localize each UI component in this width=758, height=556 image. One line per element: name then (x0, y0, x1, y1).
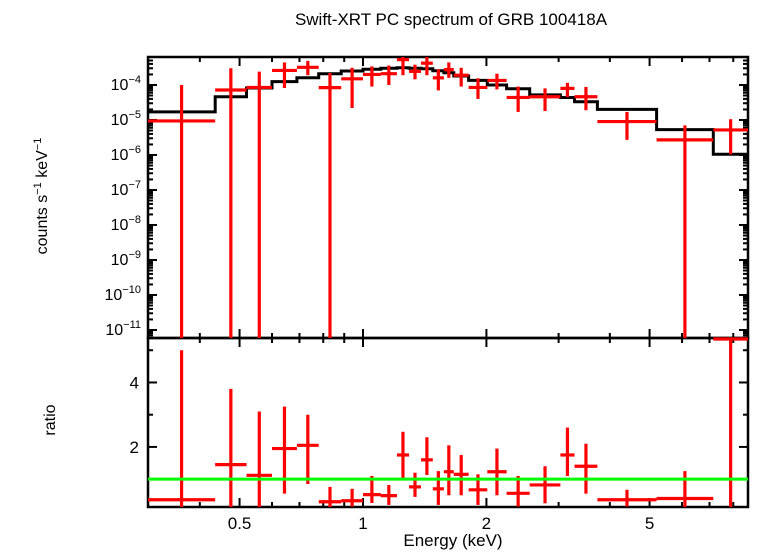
ratio-panel-border (146, 336, 750, 509)
spectrum-panel-border (146, 55, 750, 340)
model-step-line (148, 66, 748, 156)
ratio-axis-label: ratio (42, 404, 59, 435)
y-tick-label: 10−5 (111, 109, 141, 129)
y-tick-label: 10−10 (105, 284, 141, 304)
x-axis-label: Energy (keV) (403, 531, 502, 550)
x-tick-label: 1 (358, 514, 367, 533)
y-tick-label: 4 (130, 373, 139, 392)
plot-title: Swift-XRT PC spectrum of GRB 100418A (295, 10, 608, 29)
x-tick-label: 5 (645, 514, 654, 533)
chart-layer: 0.5 1 2 5 10−4 10−5 10−6 10−7 10−8 10−9 10−10 10−11… (105, 55, 750, 533)
x-tick-label: 0.5 (228, 514, 252, 533)
counts-axis-label: counts s−1 keV−1 (32, 138, 51, 255)
x-tick-label: 2 (482, 514, 491, 533)
y-tick-label: 2 (130, 438, 139, 457)
y-tick-label: 10−7 (111, 179, 141, 199)
y-tick-label: 10−11 (105, 319, 141, 339)
y-tick-label: 10−8 (111, 214, 141, 234)
y-tick-label: 10−6 (111, 144, 141, 164)
y-tick-label: 10−4 (111, 74, 141, 94)
y-tick-label: 10−9 (111, 249, 141, 269)
